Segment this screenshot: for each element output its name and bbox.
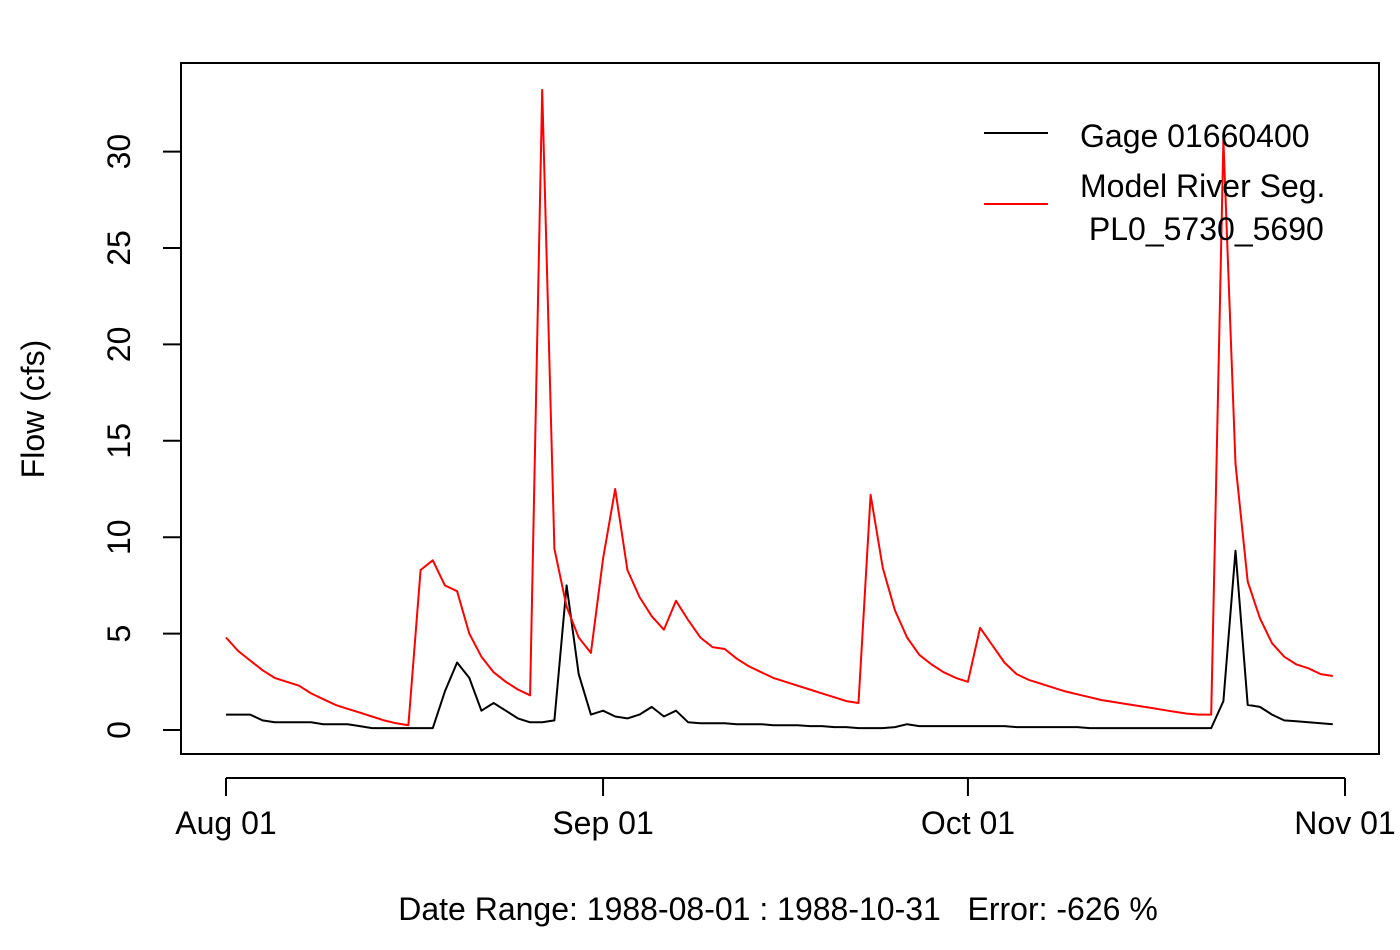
y-axis: 0 5 10 15 20 25 30 [101,134,182,739]
y-tick-label: 5 [101,625,137,643]
x-tick-label: Aug 01 [175,805,276,841]
y-tick-label: 0 [101,721,137,739]
x-tick-label: Nov 01 [1294,805,1395,841]
y-tick-label: 10 [101,519,137,555]
series-line-gage [226,549,1333,730]
y-axis-title: Flow (cfs) [15,340,51,479]
x-tick-label: Sep 01 [552,805,653,841]
series-line-model [225,88,1333,727]
series-layer [225,88,1333,730]
y-tick-label: 20 [101,327,137,363]
y-tick-label: 30 [101,134,137,170]
y-tick-label: 25 [101,230,137,266]
legend-label-gage: Gage 01660400 [1080,118,1310,154]
y-tick-label: 15 [101,423,137,459]
x-axis: Aug 01 Sep 01 Oct 01 Nov 01 [175,777,1396,841]
legend: Gage 01660400 Model River Seg. PL0_5730_… [984,118,1325,247]
legend-label-model-line1: Model River Seg. [1080,168,1325,204]
x-tick-label: Oct 01 [921,805,1015,841]
legend-label-model-line2: PL0_5730_5690 [1080,211,1324,247]
x-axis-title: Date Range: 1988-08-01 : 1988-10-31 Erro… [398,891,1158,927]
